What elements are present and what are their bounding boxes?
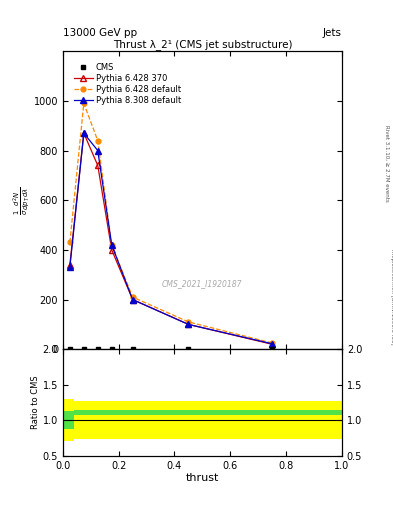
Title: Thrust λ_2¹ (CMS jet substructure): Thrust λ_2¹ (CMS jet substructure) [113,39,292,50]
Pythia 6.428 default [95,138,100,144]
Pythia 6.428 default [109,242,114,248]
Text: CMS_2021_I1920187: CMS_2021_I1920187 [162,279,242,288]
Pythia 6.428 370 [95,162,100,168]
Pythia 8.308 default [95,147,100,154]
Pythia 6.428 370 [109,247,114,253]
Pythia 8.308 default [186,322,191,328]
Text: Rivet 3.1.10, ≥ 2.7M events: Rivet 3.1.10, ≥ 2.7M events [385,125,389,202]
X-axis label: thrust: thrust [186,473,219,483]
CMS [109,346,114,352]
CMS [270,346,275,352]
Pythia 6.428 370 [130,296,135,303]
Legend: CMS, Pythia 6.428 370, Pythia 6.428 default, Pythia 8.308 default: CMS, Pythia 6.428 370, Pythia 6.428 defa… [73,61,183,107]
Text: Jets: Jets [323,28,342,38]
Pythia 8.308 default [270,340,275,347]
Line: Pythia 6.428 370: Pythia 6.428 370 [67,131,275,347]
CMS [186,346,191,352]
Pythia 8.308 default [68,264,72,270]
Line: Pythia 8.308 default: Pythia 8.308 default [67,131,275,347]
CMS [81,346,86,352]
Pythia 8.308 default [109,242,114,248]
Pythia 6.428 default [68,240,72,246]
Line: CMS: CMS [68,347,275,352]
Pythia 6.428 370 [270,341,275,347]
Text: 13000 GeV pp: 13000 GeV pp [63,28,137,38]
Y-axis label: Ratio to CMS: Ratio to CMS [31,376,40,429]
Pythia 6.428 default [270,340,275,346]
CMS [130,346,135,352]
Pythia 6.428 default [130,294,135,300]
Pythia 6.428 default [186,319,191,325]
CMS [95,346,100,352]
Line: Pythia 6.428 default: Pythia 6.428 default [68,101,275,346]
Pythia 6.428 370 [81,130,86,136]
Pythia 6.428 370 [68,262,72,268]
Pythia 6.428 default [81,100,86,106]
Pythia 8.308 default [81,130,86,136]
CMS [68,346,72,352]
Text: mcplots.cern.ch [arXiv:1306.3436]: mcplots.cern.ch [arXiv:1306.3436] [390,249,393,345]
Y-axis label: $\frac{1}{\sigma}\frac{d^2 N}{d p_T\, d\lambda}$: $\frac{1}{\sigma}\frac{d^2 N}{d p_T\, d\… [11,186,32,215]
Pythia 8.308 default [130,296,135,303]
Pythia 6.428 370 [186,322,191,328]
